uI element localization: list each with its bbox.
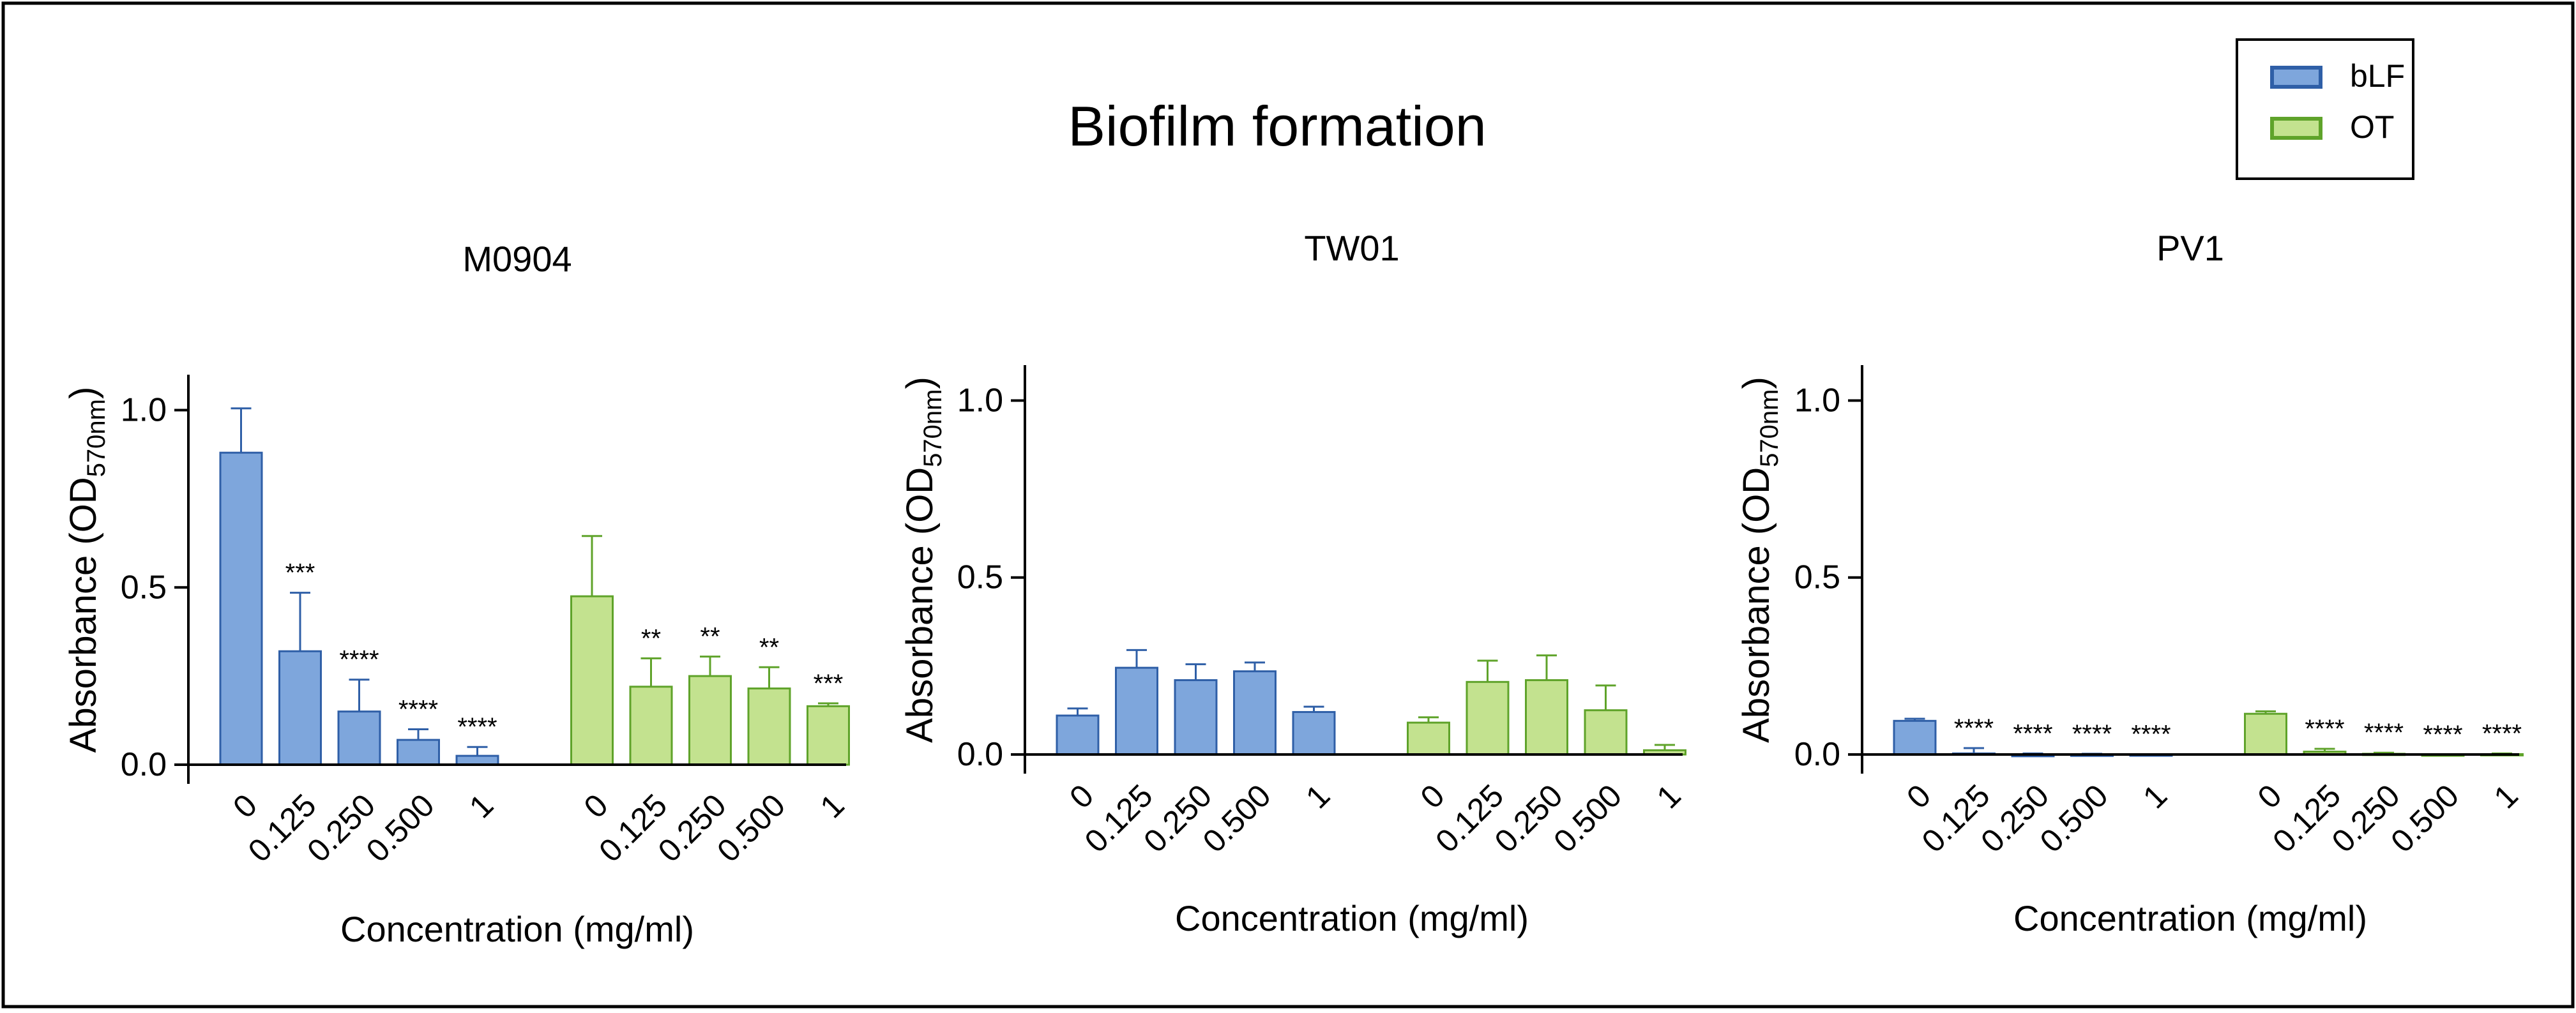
bar-ot xyxy=(688,675,732,766)
legend-label-blf: bLF xyxy=(2350,58,2405,94)
y-axis-label-sub: 570nm xyxy=(919,389,947,467)
y-axis-label-close: ) xyxy=(1736,377,1777,389)
y-tick-label: 0.5 xyxy=(957,559,1003,596)
x-axis-label: Concentration (mg/ml) xyxy=(2013,898,2367,938)
y-axis-label-sub: 570nm xyxy=(82,399,110,477)
bar-blf xyxy=(1292,710,1336,756)
y-axis-label-close: ) xyxy=(63,387,104,399)
bar-ot xyxy=(807,705,850,766)
x-axis-label: Concentration (mg/ml) xyxy=(340,909,694,949)
y-tick-label: 0.5 xyxy=(1794,559,1840,596)
y-axis-label-main: Absorbance (OD xyxy=(63,477,104,753)
significance-label: ** xyxy=(759,633,779,661)
legend-swatch-ot xyxy=(2270,117,2322,140)
bar-blf xyxy=(455,754,499,766)
y-tick-label: 0.5 xyxy=(121,569,167,606)
y-axis-label-close: ) xyxy=(899,377,941,389)
y-axis-label: Absorbance (OD570nm) xyxy=(63,387,110,753)
bar-ot xyxy=(1407,721,1450,756)
panel-title: TW01 xyxy=(1304,228,1399,268)
significance-label: ** xyxy=(700,623,720,651)
significance-label: **** xyxy=(2423,721,2462,749)
bar-blf xyxy=(1893,719,1937,756)
bar-ot xyxy=(1525,679,1568,756)
y-tick-label: 1.0 xyxy=(121,392,167,429)
bar-ot xyxy=(2244,712,2287,756)
significance-label: **** xyxy=(2364,719,2404,747)
bar-ot xyxy=(629,686,673,766)
bar-ot xyxy=(747,687,791,766)
significance-label: **** xyxy=(1954,714,1994,742)
y-axis-label: Absorbance (OD570nm) xyxy=(899,377,947,743)
bar-blf xyxy=(1115,666,1158,756)
bar-blf xyxy=(397,739,440,766)
bar-blf xyxy=(337,710,381,766)
legend-box xyxy=(2236,38,2414,180)
bar-ot xyxy=(1466,680,1510,756)
y-axis-label-main: Absorbance (OD xyxy=(1736,467,1777,743)
significance-label: **** xyxy=(398,695,438,723)
y-axis-label-sub: 570nm xyxy=(1755,389,1784,467)
bar-ot xyxy=(570,595,614,766)
bar-blf xyxy=(1174,679,1218,756)
y-tick-label: 0.0 xyxy=(121,746,167,783)
bar-blf xyxy=(1233,670,1277,756)
significance-label: *** xyxy=(814,670,844,698)
panel-title: M0904 xyxy=(462,239,572,279)
significance-label: **** xyxy=(2305,715,2344,743)
y-tick-label: 0.0 xyxy=(957,736,1003,773)
y-tick-label: 1.0 xyxy=(957,382,1003,419)
bar-ot xyxy=(1584,709,1628,756)
significance-label: ** xyxy=(641,624,661,652)
significance-label: **** xyxy=(339,646,379,674)
legend-label-ot: OT xyxy=(2350,109,2394,145)
significance-label: **** xyxy=(2013,719,2052,747)
significance-label: **** xyxy=(2072,720,2112,748)
bar-blf xyxy=(219,451,263,766)
panel-title: PV1 xyxy=(2156,228,2224,268)
significance-label: **** xyxy=(2131,720,2171,748)
y-axis-label: Absorbance (OD570nm) xyxy=(1736,377,1784,743)
legend-swatch-blf xyxy=(2270,66,2322,89)
significance-label: **** xyxy=(457,713,497,741)
x-axis-label: Concentration (mg/ml) xyxy=(1175,898,1529,938)
significance-label: **** xyxy=(2482,719,2522,747)
y-axis-label-main: Absorbance (OD xyxy=(899,467,941,743)
y-tick-label: 0.0 xyxy=(1794,736,1840,773)
bar-blf xyxy=(278,650,322,766)
y-tick-label: 1.0 xyxy=(1794,382,1840,419)
legend: bLF OT xyxy=(2236,38,2414,180)
bar-blf xyxy=(1056,714,1100,756)
significance-label: *** xyxy=(285,559,315,587)
figure-title: Biofilm formation xyxy=(1068,94,1486,158)
